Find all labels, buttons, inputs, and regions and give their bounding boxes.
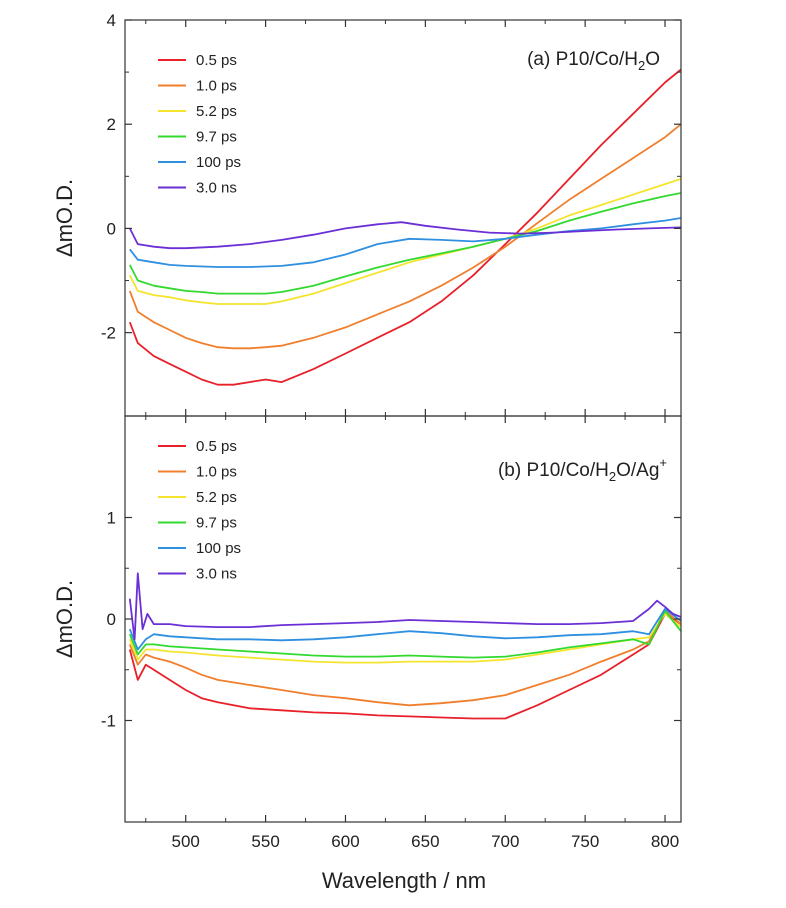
panel-b-legend-label: 3.0 ns xyxy=(196,566,237,583)
x-tick-label: 550 xyxy=(251,832,279,851)
panel-a-y-axis-title: ΔmO.D. xyxy=(52,179,77,257)
x-tick-label: 600 xyxy=(331,832,359,851)
panel-b-x-ticks: 500 550 600 650 700 750 800 xyxy=(145,416,679,851)
panel-a-series-line-0 xyxy=(128,68,682,386)
panel-a-series-line-3 xyxy=(128,192,682,295)
panel-a-title: (a) P10/Co/H2O xyxy=(527,49,660,73)
panel-a-y-tick-label: 2 xyxy=(107,115,116,134)
panel-b-y-ticks: -1 0 1 xyxy=(101,509,681,731)
panel-b-series-line-5 xyxy=(128,572,682,641)
panel-b-series-line-0 xyxy=(128,613,682,720)
panel-a-legend-label: 1.0 ps xyxy=(196,78,237,95)
x-tick-label: 750 xyxy=(571,832,599,851)
panel-b-series-line-4 xyxy=(128,608,682,651)
panel-a-x-ticks xyxy=(145,20,666,416)
panel-a-y-tick-label: 0 xyxy=(107,219,116,238)
panel-b-legend-label: 0.5 ps xyxy=(196,438,237,455)
panel-b-series xyxy=(128,572,682,720)
panel-b-legend: 0.5 ps 1.0 ps 5.2 ps 9.7 ps 100 ps 3.0 ns xyxy=(158,438,241,583)
panel-b-legend-label: 5.2 ps xyxy=(196,489,237,506)
panel-b-series-line-3 xyxy=(128,610,682,659)
x-tick-label: 650 xyxy=(411,832,439,851)
panel-b: -101 500 550 600 650 700 750 800 0.5 ps1.0 ps5… xyxy=(101,415,682,851)
panel-b-series-line-1 xyxy=(128,610,682,707)
panel-a-series-line-5 xyxy=(128,221,682,250)
panel-b-y-tick-label: -1 xyxy=(101,712,116,731)
panel-a-y-ticks: -2 0 2 4 xyxy=(101,11,681,343)
panel-a-series-line-2 xyxy=(128,178,682,305)
panel-a-y-tick-label: 4 xyxy=(107,11,116,30)
x-tick-label: 500 xyxy=(172,832,200,851)
panel-a-series-line-4 xyxy=(129,217,682,268)
panel-b-title: (b) P10/Co/H2O/Ag+ xyxy=(498,455,667,484)
panel-a-legend: 0.5 ps 1.0 ps 5.2 ps 9.7 ps 100 ps 3.0 ns xyxy=(158,52,241,197)
panel-a-legend-label: 100 ps xyxy=(196,154,241,171)
x-axis-title: Wavelength / nm xyxy=(322,868,486,893)
panel-b-y-tick-label: 1 xyxy=(107,509,116,528)
panel-a: -2 0 2 4 0.5 ps 1.0 ps 5.2 ps 9.7 ps 100 ps 3.0 … xyxy=(101,11,682,417)
panel-a-series-line-1 xyxy=(128,123,682,350)
panel-b-y-axis-title: ΔmO.D. xyxy=(52,580,77,658)
x-tick-label: 700 xyxy=(491,832,519,851)
panel-a-series xyxy=(128,68,682,386)
x-tick-label: 800 xyxy=(651,832,679,851)
panel-a-legend-label: 3.0 ns xyxy=(196,180,237,197)
panel-b-legend-label: 1.0 ps xyxy=(196,464,237,481)
panel-a-legend-label: 0.5 ps xyxy=(196,52,237,69)
panel-a-y-tick-label: -2 xyxy=(101,324,116,343)
panel-b-y-tick-label: 0 xyxy=(107,610,116,629)
panel-b-legend-label: 9.7 ps xyxy=(196,515,237,532)
panel-a-legend-label: 5.2 ps xyxy=(196,103,237,120)
panel-b-legend-label: 100 ps xyxy=(196,540,241,557)
panel-a-legend-label: 9.7 ps xyxy=(196,129,237,146)
